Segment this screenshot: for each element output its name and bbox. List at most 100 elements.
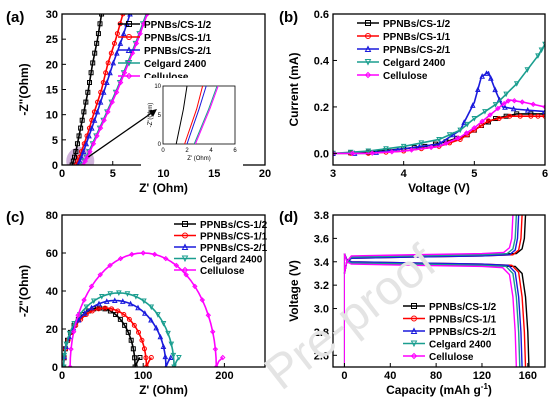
data-point — [87, 80, 93, 86]
plot-area — [66, 14, 150, 165]
data-point — [139, 337, 145, 343]
data-point — [141, 298, 147, 305]
data-point — [107, 69, 113, 76]
y-tick-label: 3.4 — [314, 257, 330, 269]
x-tick-label: 5 — [110, 168, 116, 180]
data-point — [495, 105, 501, 112]
series-line-3 — [333, 70, 545, 155]
y-axis-label: -Z"(Ohm) — [17, 265, 31, 317]
inset-series-line — [194, 85, 219, 145]
legend-label: PPNBs/CS-2/1 — [383, 45, 451, 56]
y-tick-label: 0.6 — [314, 9, 329, 21]
data-point — [513, 81, 520, 87]
data-point — [90, 60, 96, 66]
data-point — [67, 364, 73, 367]
data-point — [524, 107, 531, 113]
data-point — [104, 79, 110, 86]
data-point — [369, 150, 375, 156]
data-point — [94, 108, 101, 115]
data-point — [122, 322, 128, 328]
legend: PPNBs/CS-1/2 PPNBs/CS-1/1 PPNBs/CS-2/1 Celg… — [357, 19, 451, 82]
series-line-1 — [62, 307, 141, 367]
legend-label: Cellulose — [144, 72, 189, 83]
legend-label: PPNBs/CS-1/2 — [383, 19, 451, 30]
data-point — [78, 125, 84, 131]
y-tick-label: 0.0 — [314, 148, 329, 160]
data-point — [117, 316, 123, 322]
data-point — [128, 337, 134, 343]
plot-frame — [332, 13, 546, 166]
data-point — [88, 304, 95, 311]
data-point — [90, 141, 97, 147]
data-point — [148, 355, 154, 360]
data-point — [113, 89, 120, 96]
legend-marker — [181, 255, 189, 263]
x-axis-label-text: Capacity (mAh g — [386, 383, 481, 397]
data-point — [83, 140, 90, 147]
data-point — [507, 113, 513, 119]
x-tick-label: 20 — [259, 168, 271, 180]
data-point — [142, 310, 148, 316]
data-point — [488, 75, 494, 81]
data-point — [492, 102, 499, 108]
data-point — [183, 272, 189, 278]
data-point — [143, 364, 149, 367]
data-point — [162, 353, 169, 360]
data-point — [117, 40, 124, 46]
legend-marker — [365, 33, 371, 39]
data-point — [469, 102, 476, 108]
data-point — [110, 59, 117, 66]
data-point — [100, 80, 106, 86]
panel-label: (d) — [279, 209, 298, 226]
legend-label: PPNBs/CS-1/2 — [429, 302, 497, 313]
series-line-4 — [333, 43, 545, 155]
inset-y-tick-label: 0 — [158, 142, 162, 148]
data-point — [107, 262, 113, 269]
data-point — [487, 112, 493, 118]
x-axis-label-close: ) — [488, 383, 492, 397]
data-point — [88, 124, 95, 131]
data-point — [137, 355, 143, 360]
data-point — [94, 133, 100, 139]
data-point — [62, 364, 67, 367]
data-point — [471, 116, 478, 122]
data-point — [141, 346, 147, 352]
data-point — [68, 346, 74, 352]
data-point — [111, 40, 117, 46]
data-point — [105, 109, 111, 115]
data-point — [209, 329, 216, 335]
data-point — [192, 283, 198, 290]
data-point — [105, 60, 111, 66]
data-point — [72, 154, 78, 160]
data-point — [492, 86, 498, 93]
data-point — [483, 70, 490, 76]
data-point — [365, 148, 372, 155]
chart-panel-3: (c) 0 100 200 0 20 40 60 80 Z' (Ohm) -Z"(Ohm) PPNBs… — [6, 209, 268, 397]
x-axis-label: Z' (Ohm) — [139, 383, 188, 397]
data-point — [496, 116, 502, 122]
zoom-arrow-line — [88, 111, 154, 158]
legend-marker — [182, 221, 188, 227]
legend-marker — [410, 327, 418, 334]
inset-series-line — [184, 85, 204, 145]
series-line-1 — [71, 14, 103, 165]
data-point — [143, 355, 149, 361]
data-point — [155, 312, 161, 318]
inset-series-line — [175, 85, 188, 145]
data-point — [120, 30, 127, 37]
inset-x-tick-label: 4 — [209, 148, 213, 154]
data-point — [502, 104, 508, 110]
data-point — [79, 117, 85, 123]
legend-marker — [125, 72, 133, 80]
legend-marker — [364, 71, 372, 79]
data-point — [167, 354, 174, 360]
data-point — [137, 30, 143, 37]
y-tick-label: 60 — [46, 248, 58, 260]
data-point — [97, 21, 103, 27]
data-point — [127, 14, 133, 17]
data-point — [114, 50, 120, 56]
legend-label: Celgard 2400 — [383, 58, 446, 69]
data-point — [129, 251, 135, 258]
data-point — [205, 312, 212, 318]
data-point — [475, 86, 481, 92]
